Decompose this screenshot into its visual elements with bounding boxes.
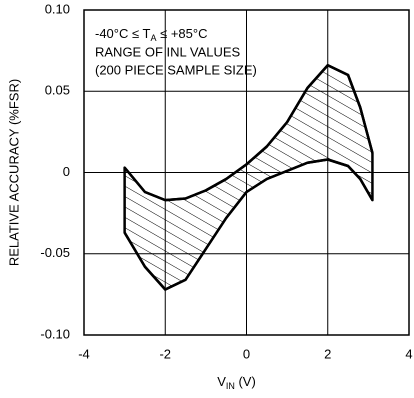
x-axis-label: VIN (V) bbox=[217, 374, 256, 391]
y-tick-label: 0.05 bbox=[45, 83, 70, 98]
y-tick-label: -0.10 bbox=[40, 326, 70, 341]
y-tick-label: 0 bbox=[63, 164, 70, 179]
annotation-part: -40°C ≤ T bbox=[95, 26, 150, 41]
band-fill bbox=[123, 64, 374, 291]
x-tick-label: 2 bbox=[324, 346, 331, 361]
y-axis-label: RELATIVE ACCURACY (%FSR) bbox=[6, 79, 21, 266]
x-tick-label: -4 bbox=[78, 346, 90, 361]
x-axis-label-part: (V) bbox=[235, 374, 256, 389]
x-tick-label: 4 bbox=[405, 346, 412, 361]
x-axis-label-part: V bbox=[217, 374, 226, 389]
band-edge bbox=[123, 64, 374, 202]
annotation-part: ≤ +85°C bbox=[156, 26, 207, 41]
band-edge bbox=[123, 158, 374, 291]
y-tick-label: 0.10 bbox=[45, 1, 70, 16]
annotation: -40°C ≤ TA ≤ +85°C bbox=[95, 26, 207, 43]
x-axis-label-part: IN bbox=[226, 381, 235, 391]
annotation: RANGE OF INL VALUES bbox=[95, 44, 241, 59]
x-tick-label: -2 bbox=[159, 346, 171, 361]
annotation: (200 PIECE SAMPLE SIZE) bbox=[95, 62, 257, 77]
x-tick-label: 0 bbox=[243, 346, 250, 361]
y-tick-label: -0.05 bbox=[40, 245, 70, 260]
annotation-part: A bbox=[150, 33, 156, 43]
plot-frame bbox=[83, 9, 410, 336]
